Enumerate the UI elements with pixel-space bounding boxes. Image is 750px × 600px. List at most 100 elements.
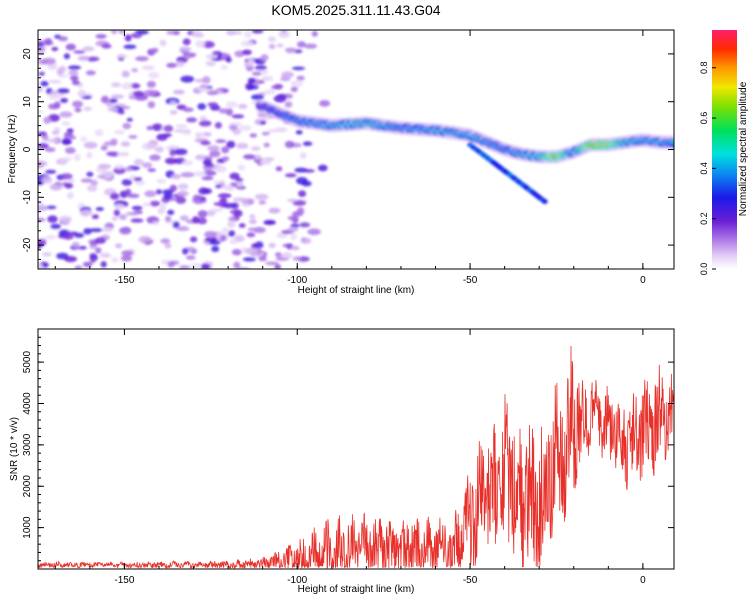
noise-cell	[284, 93, 293, 99]
noise-cell	[261, 131, 270, 136]
noise-cell	[233, 261, 241, 269]
noise-cell	[192, 194, 203, 201]
noise-cell	[72, 100, 83, 108]
noise-cell	[95, 247, 102, 254]
noise-cell	[59, 65, 67, 73]
noise-cell	[284, 47, 297, 52]
noise-cell	[115, 243, 123, 249]
noise-cell	[113, 204, 126, 210]
noise-cell	[214, 122, 222, 129]
ridge-core	[670, 140, 674, 145]
noise-cell	[186, 117, 198, 123]
noise-cell	[302, 141, 313, 146]
noise-cell	[300, 237, 312, 244]
noise-cell	[99, 252, 111, 258]
noise-cell	[118, 214, 127, 221]
noise-cell	[249, 218, 257, 225]
noise-cell	[86, 151, 93, 159]
noise-cell	[149, 200, 161, 207]
noise-cell	[128, 135, 138, 139]
noise-cell	[287, 226, 299, 232]
noise-cell	[190, 262, 202, 269]
noise-cell	[265, 220, 276, 225]
noise-cell	[319, 100, 331, 107]
noise-cell	[98, 163, 111, 170]
noise-cell	[276, 232, 288, 239]
noise-cell	[101, 43, 112, 49]
noise-cell	[38, 263, 44, 269]
noise-cell	[163, 125, 174, 132]
noise-cell	[225, 56, 232, 63]
noise-cell	[247, 77, 256, 84]
noise-cell	[273, 83, 284, 90]
noise-cell	[146, 125, 154, 131]
noise-cell	[80, 178, 93, 183]
noise-cell	[260, 54, 269, 62]
noise-cell	[182, 38, 191, 46]
noise-cell	[242, 257, 256, 262]
noise-cell	[167, 261, 175, 268]
noise-cell	[231, 114, 245, 119]
colorbar: 0.0 0.2 0.4 0.6 0.8 Normalized spectral ampl…	[699, 30, 749, 275]
noise-cell	[292, 66, 305, 71]
noise-cell	[179, 215, 189, 222]
noise-cell	[213, 180, 221, 185]
noise-cell	[204, 231, 217, 238]
noise-cell	[241, 49, 252, 56]
y-tick-label: 1000	[22, 516, 33, 539]
snr-ylabel: SNR (10 * v/v)	[9, 417, 20, 481]
x-tick-label: -100	[287, 275, 307, 286]
noise-cell	[265, 261, 279, 266]
noise-cell	[126, 193, 140, 198]
noise-cell	[290, 80, 303, 88]
noise-cell	[58, 36, 68, 42]
x-tick-label: -100	[287, 575, 307, 586]
noise-cell	[82, 46, 95, 52]
noise-cell	[201, 176, 214, 181]
noise-cell	[156, 134, 168, 141]
noise-cell	[274, 127, 288, 133]
noise-cell	[68, 178, 75, 183]
noise-cell	[48, 79, 62, 84]
noise-cell	[231, 249, 242, 256]
noise-cell	[251, 146, 261, 151]
noise-cell	[63, 132, 74, 137]
noise-cell	[152, 220, 159, 225]
noise-cell	[185, 255, 196, 260]
noise-cell	[167, 209, 175, 215]
noise-cell	[120, 255, 133, 262]
noise-cell	[299, 222, 311, 228]
noise-cell	[191, 33, 205, 38]
noise-cell	[207, 145, 220, 152]
noise-cell	[175, 196, 187, 204]
noise-cell	[166, 62, 178, 68]
noise-cell	[63, 53, 70, 60]
noise-cell	[268, 207, 281, 214]
noise-cell	[41, 176, 53, 184]
noise-cell	[121, 82, 133, 90]
noise-cell	[179, 46, 192, 53]
noise-cell	[203, 188, 213, 195]
noise-cell	[64, 182, 74, 189]
noise-cell	[177, 183, 189, 190]
noise-cell	[205, 60, 216, 67]
noise-cell	[45, 234, 57, 240]
noise-cell	[60, 173, 73, 180]
ridge-branch	[541, 199, 548, 204]
noise-cell	[144, 190, 157, 197]
noise-cell	[125, 188, 132, 196]
noise-cell	[118, 110, 125, 115]
noise-cell	[215, 165, 227, 173]
noise-cell	[197, 103, 206, 110]
noise-cell	[290, 223, 300, 228]
noise-cell	[79, 209, 94, 217]
noise-cell	[72, 241, 80, 248]
noise-cell	[119, 227, 131, 234]
noise-cell	[38, 42, 45, 47]
noise-cell	[296, 41, 306, 48]
noise-cell	[86, 184, 98, 192]
colorbar-tick-label: 0.6	[699, 112, 709, 125]
noise-cell	[114, 164, 125, 170]
noise-cell	[156, 178, 167, 184]
